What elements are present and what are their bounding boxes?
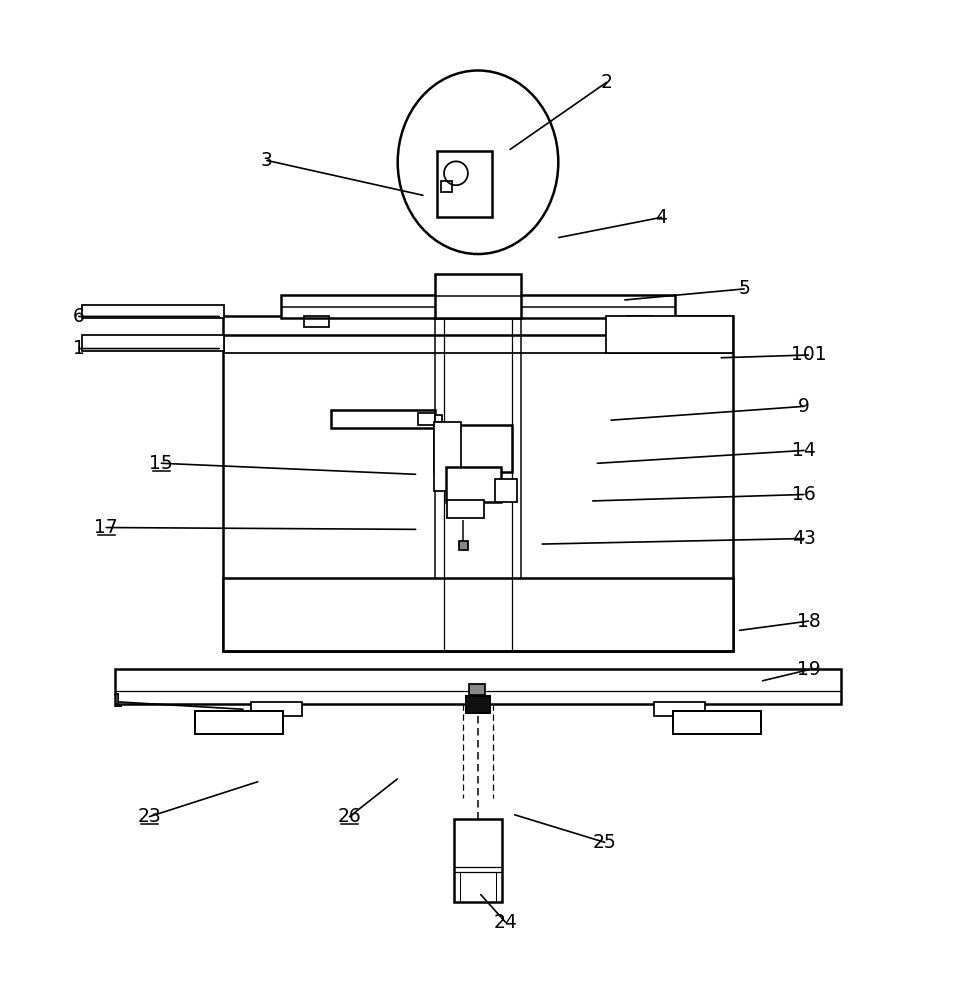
Text: 23: 23 [138, 807, 162, 826]
Bar [437, 151, 491, 217]
Text: 1: 1 [112, 692, 124, 711]
Text: 6: 6 [73, 307, 85, 326]
Bar [251, 702, 302, 716]
Text: 4: 4 [656, 208, 667, 227]
Bar [223, 578, 733, 651]
Bar [81, 305, 224, 318]
Bar [419, 413, 435, 425]
Bar [445, 467, 501, 502]
Bar [435, 415, 443, 422]
Bar [195, 711, 283, 734]
Text: 2: 2 [600, 73, 613, 92]
Bar [81, 335, 224, 351]
Text: 25: 25 [593, 833, 617, 852]
Text: 101: 101 [791, 345, 826, 364]
Bar [331, 410, 435, 428]
Bar [673, 711, 761, 734]
Text: 16: 16 [792, 485, 815, 504]
Text: 9: 9 [798, 397, 810, 416]
Text: 18: 18 [796, 612, 820, 631]
Bar [442, 181, 452, 192]
Bar [434, 425, 512, 472]
Bar [435, 316, 521, 651]
Text: 43: 43 [792, 529, 815, 548]
Bar [116, 669, 840, 704]
Text: 19: 19 [796, 660, 820, 679]
Text: 15: 15 [149, 454, 173, 473]
Text: 14: 14 [792, 441, 815, 460]
Bar [223, 316, 733, 651]
Text: 24: 24 [493, 913, 517, 932]
Bar [467, 696, 489, 713]
Bar [304, 316, 329, 327]
Bar [606, 316, 733, 353]
Bar [494, 479, 517, 502]
Text: 17: 17 [95, 518, 119, 537]
Text: 3: 3 [261, 151, 272, 170]
Bar [459, 541, 467, 550]
Bar [435, 274, 521, 318]
Text: 26: 26 [337, 807, 361, 826]
Bar [454, 819, 502, 902]
Bar [434, 422, 462, 491]
Bar [627, 316, 652, 327]
Bar [446, 500, 484, 518]
Text: 5: 5 [738, 279, 750, 298]
Bar [654, 702, 705, 716]
Bar [281, 295, 675, 318]
Text: 1: 1 [73, 339, 85, 358]
Bar [468, 684, 486, 695]
